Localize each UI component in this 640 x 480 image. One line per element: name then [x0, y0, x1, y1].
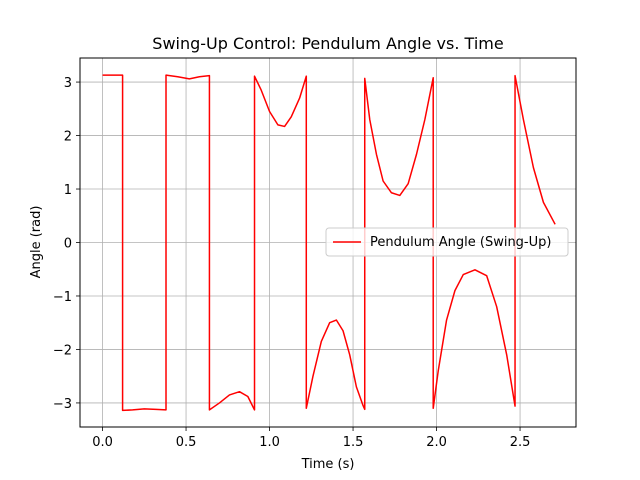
- y-tick-label: −2: [53, 343, 72, 358]
- x-tick-label: 2.5: [510, 435, 531, 450]
- chart-title: Swing-Up Control: Pendulum Angle vs. Tim…: [152, 34, 503, 53]
- legend-label: Pendulum Angle (Swing-Up): [370, 235, 551, 250]
- x-tick-label: 1.0: [259, 435, 280, 450]
- x-tick-label: 1.5: [343, 435, 364, 450]
- y-tick-label: 0: [64, 237, 72, 252]
- y-axis-ticks: −3 −2 −1 0 1 2 3: [53, 76, 80, 412]
- x-tick-label: 0.5: [176, 435, 197, 450]
- y-tick-label: 2: [64, 130, 72, 145]
- x-axis-label: Time (s): [301, 457, 355, 472]
- y-axis-label: Angle (rad): [29, 206, 44, 279]
- y-tick-label: −1: [53, 290, 72, 305]
- legend: Pendulum Angle (Swing-Up): [325, 227, 569, 257]
- plot-line-group: [102, 74, 556, 412]
- x-axis-ticks: 0.0 0.5 1.0 1.5 2.0 2.5: [92, 427, 530, 450]
- x-tick-label: 0.0: [92, 435, 113, 450]
- y-tick-label: 3: [64, 76, 72, 91]
- y-tick-label: 1: [64, 183, 72, 198]
- series-line: [102, 74, 556, 412]
- x-tick-label: 2.0: [426, 435, 447, 450]
- y-tick-label: −3: [53, 397, 72, 412]
- legend-box: [325, 227, 569, 257]
